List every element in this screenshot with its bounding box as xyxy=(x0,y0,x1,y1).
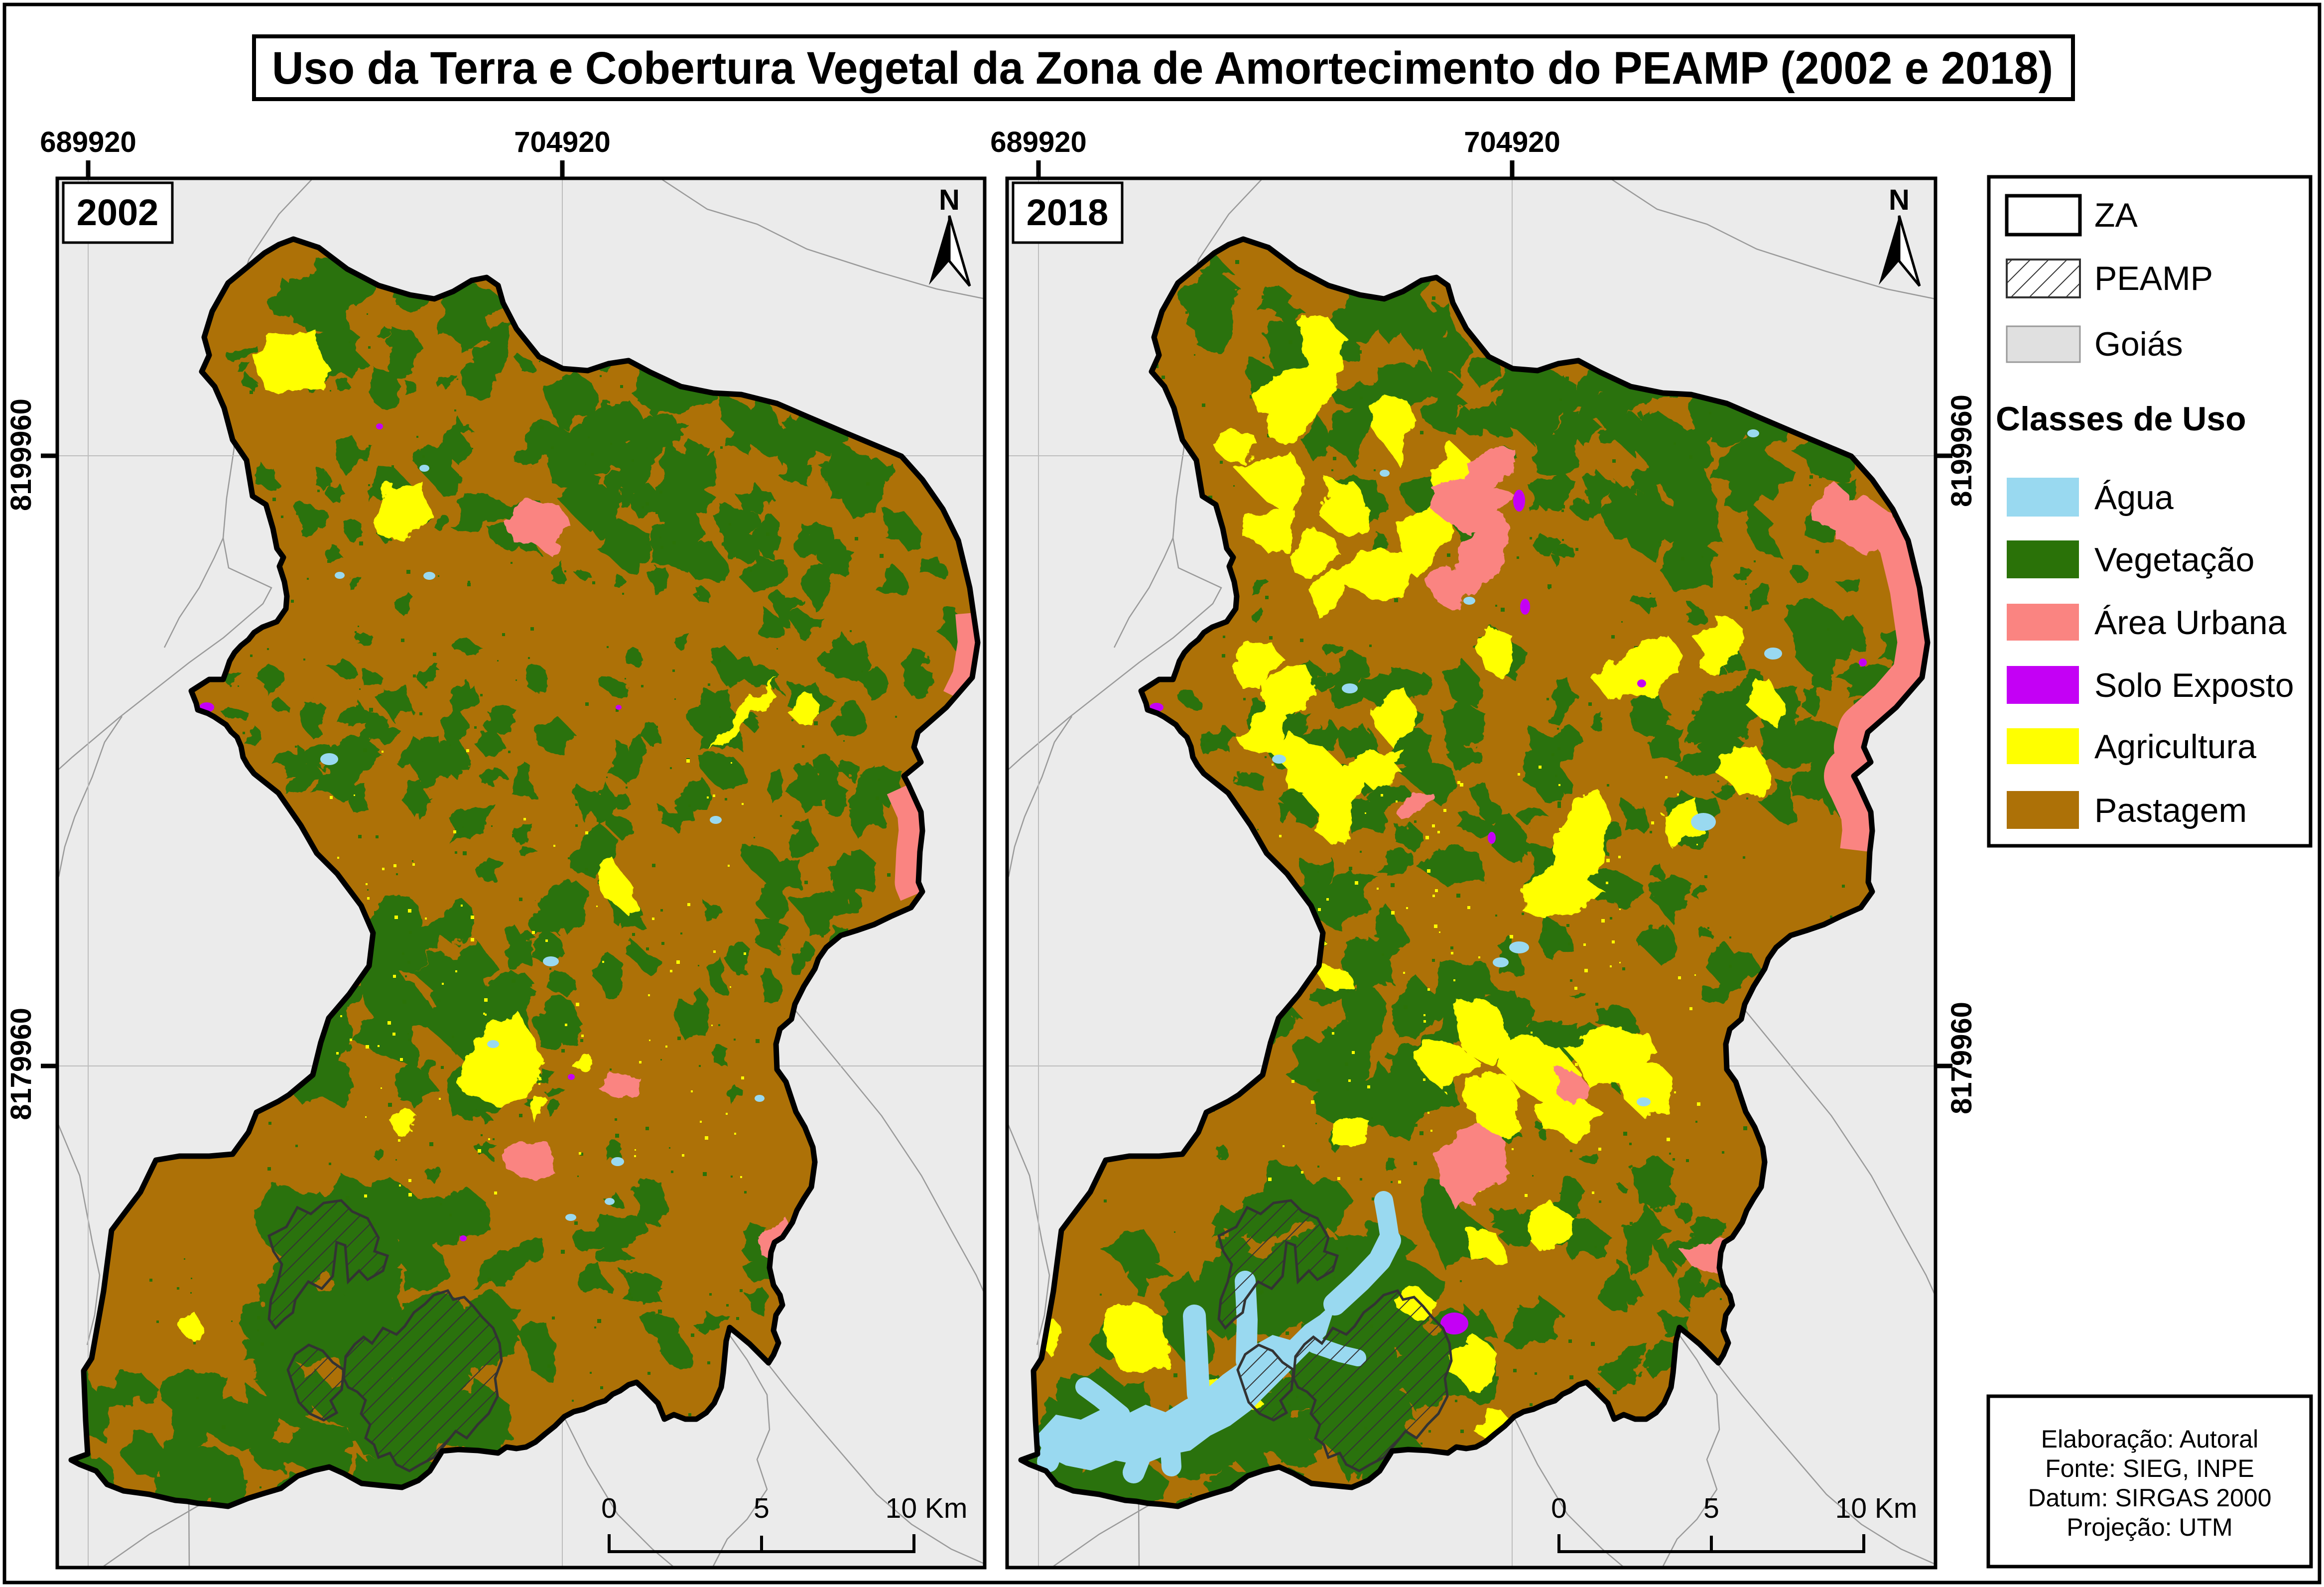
svg-text:Vegetação: Vegetação xyxy=(2094,541,2254,579)
svg-text:Uso da Terra e Cobertura Veget: Uso da Terra e Cobertura Vegetal da Zona… xyxy=(272,43,2053,94)
svg-text:8179960: 8179960 xyxy=(1945,1002,1978,1114)
svg-text:0: 0 xyxy=(601,1492,617,1524)
svg-text:N: N xyxy=(939,184,960,216)
svg-text:8199960: 8199960 xyxy=(1945,395,1978,507)
svg-text:Datum: SIRGAS 2000: Datum: SIRGAS 2000 xyxy=(2028,1484,2271,1512)
svg-text:689920: 689920 xyxy=(40,126,136,158)
svg-text:Pastagem: Pastagem xyxy=(2094,792,2247,829)
svg-text:Classes de Uso: Classes de Uso xyxy=(1996,400,2246,438)
svg-text:2018: 2018 xyxy=(1027,192,1109,233)
svg-text:Agricultura: Agricultura xyxy=(2094,728,2256,766)
svg-text:10 Km: 10 Km xyxy=(1835,1492,1918,1524)
svg-text:5: 5 xyxy=(1703,1492,1719,1524)
svg-text:2002: 2002 xyxy=(77,192,159,233)
svg-text:ZA: ZA xyxy=(2094,196,2138,234)
svg-text:689920: 689920 xyxy=(990,126,1087,158)
svg-text:Solo Exposto: Solo Exposto xyxy=(2094,666,2294,704)
svg-text:Água: Água xyxy=(2094,479,2174,517)
svg-text:0: 0 xyxy=(1551,1492,1567,1524)
svg-text:Elaboração: Autoral: Elaboração: Autoral xyxy=(2041,1425,2258,1453)
svg-text:8199960: 8199960 xyxy=(5,398,37,511)
svg-text:Fonte: SIEG, INPE: Fonte: SIEG, INPE xyxy=(2045,1455,2254,1482)
svg-text:N: N xyxy=(1889,184,1910,216)
svg-text:5: 5 xyxy=(754,1492,770,1524)
svg-text:704920: 704920 xyxy=(514,126,611,158)
svg-text:704920: 704920 xyxy=(1464,126,1560,158)
svg-text:Goiás: Goiás xyxy=(2094,325,2183,363)
svg-text:Projeção: UTM: Projeção: UTM xyxy=(2066,1513,2232,1541)
svg-text:Área Urbana: Área Urbana xyxy=(2094,604,2287,642)
svg-text:8179960: 8179960 xyxy=(5,1008,37,1120)
svg-text:10 Km: 10 Km xyxy=(886,1492,968,1524)
svg-text:PEAMP: PEAMP xyxy=(2094,260,2213,297)
